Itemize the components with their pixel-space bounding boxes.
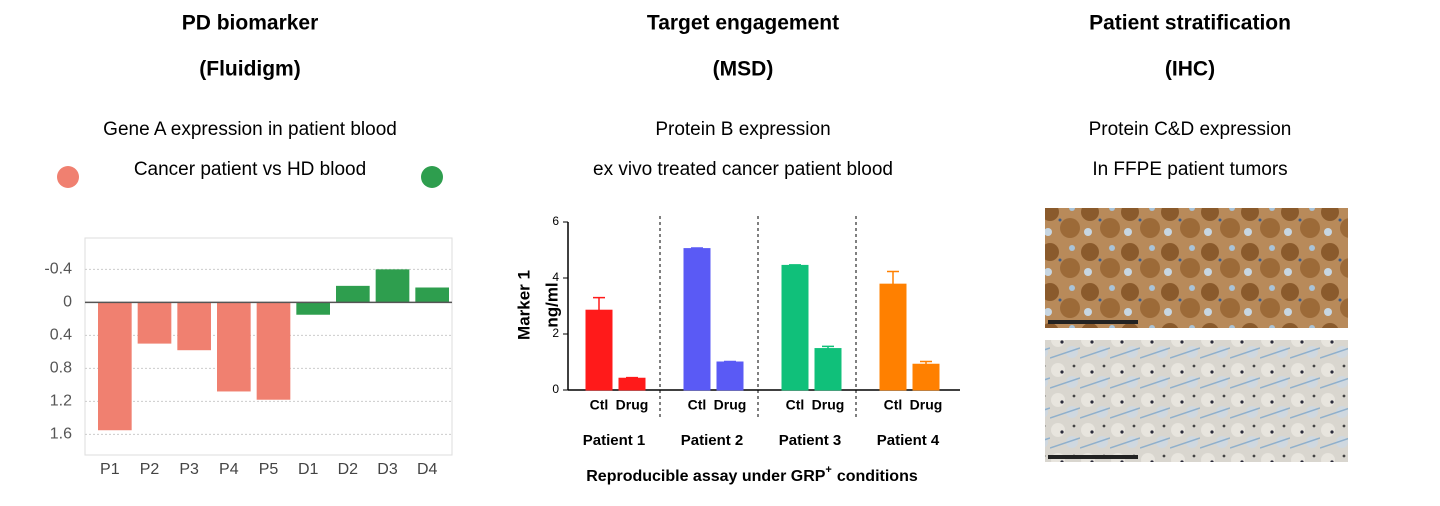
y-tick-label: 1.2 xyxy=(50,393,72,410)
x-axis-label-part: + xyxy=(825,464,831,476)
bar xyxy=(879,283,907,391)
x-tick-label: Ctl xyxy=(590,397,609,413)
bar xyxy=(98,302,132,431)
panel-title: PD biomarker xyxy=(182,12,319,35)
error-bar xyxy=(789,264,801,266)
y-axis-label: ng/ml xyxy=(542,282,561,327)
x-tick-label: P1 xyxy=(100,461,120,478)
x-tick-label: Drug xyxy=(714,397,747,413)
y-tick-label: 2 xyxy=(552,326,559,340)
error-bar xyxy=(920,360,932,365)
panel-line: Cancer patient vs HD blood xyxy=(134,159,366,180)
panel-line: Protein C&D expression xyxy=(1089,119,1292,140)
group-label: Patient 3 xyxy=(779,432,842,449)
panel-title: Target engagement xyxy=(647,12,839,35)
bar xyxy=(217,302,251,392)
error-bar xyxy=(626,376,638,379)
bar xyxy=(296,302,330,315)
bar xyxy=(336,285,370,303)
panel-subtitle: (IHC) xyxy=(1165,58,1215,81)
x-tick-label: Drug xyxy=(910,397,943,413)
bar xyxy=(814,348,842,391)
y-tick-label: 0 xyxy=(63,294,72,311)
error-bar xyxy=(593,296,605,311)
bar xyxy=(256,302,291,400)
y-tick-label: 0 xyxy=(552,382,559,396)
bar xyxy=(716,361,744,391)
x-tick-label: D3 xyxy=(377,461,398,478)
group-label: Patient 1 xyxy=(583,432,646,449)
legend-marker xyxy=(421,166,443,188)
bar xyxy=(177,302,211,351)
y-axis-label: Marker 1 xyxy=(514,270,533,340)
bar xyxy=(781,264,809,391)
error-bar xyxy=(822,345,834,349)
bar xyxy=(912,363,940,391)
scale-bar xyxy=(1048,455,1138,459)
bar xyxy=(618,377,646,391)
x-tick-label: Ctl xyxy=(688,397,707,413)
x-tick-label: Ctl xyxy=(786,397,805,413)
x-tick-label: Ctl xyxy=(884,397,903,413)
y-tick-label: 4 xyxy=(552,270,559,284)
y-tick-label: 0.4 xyxy=(50,327,72,344)
x-tick-label: P3 xyxy=(179,461,199,478)
y-tick-label: -0.4 xyxy=(44,261,72,278)
bar xyxy=(585,309,613,391)
error-bar xyxy=(887,270,899,285)
x-axis-label: Reproducible assay under GRP+ conditions xyxy=(586,464,918,485)
bar xyxy=(137,302,172,344)
panel-line: Protein B expression xyxy=(655,119,830,140)
bar xyxy=(683,248,711,391)
x-tick-label: P2 xyxy=(140,461,160,478)
x-tick-label: Drug xyxy=(812,397,845,413)
legend-marker xyxy=(57,166,79,188)
plot-frame xyxy=(84,237,453,456)
x-tick-label: D4 xyxy=(417,461,438,478)
y-tick-label: 1.6 xyxy=(50,426,72,443)
ihc-image-high xyxy=(1045,208,1348,328)
scale-bar xyxy=(1048,320,1138,324)
error-bar xyxy=(724,360,736,363)
y-tick-label: 0.8 xyxy=(50,360,72,377)
bar xyxy=(375,269,410,303)
panel-line: Gene A expression in patient blood xyxy=(103,119,397,140)
bar xyxy=(415,287,449,303)
group-label: Patient 4 xyxy=(877,432,940,449)
x-tick-label: P4 xyxy=(219,461,239,478)
panel-subtitle: (Fluidigm) xyxy=(199,58,300,81)
x-tick-label: P5 xyxy=(259,461,279,478)
x-axis-label-part: conditions xyxy=(837,468,918,485)
panel-line: In FFPE patient tumors xyxy=(1092,159,1287,180)
x-tick-label: D1 xyxy=(298,461,319,478)
x-tick-label: Drug xyxy=(616,397,649,413)
panel-title: Patient stratification xyxy=(1089,12,1291,35)
x-tick-label: D2 xyxy=(338,461,359,478)
x-axis-label-part: Reproducible assay under GRP xyxy=(586,468,826,485)
panel-subtitle: (MSD) xyxy=(713,58,774,81)
panel-line: ex vivo treated cancer patient blood xyxy=(593,159,893,180)
error-bar xyxy=(691,247,703,249)
group-label: Patient 2 xyxy=(681,432,744,449)
y-tick-label: 6 xyxy=(552,214,559,228)
ihc-image-low xyxy=(1045,340,1348,462)
